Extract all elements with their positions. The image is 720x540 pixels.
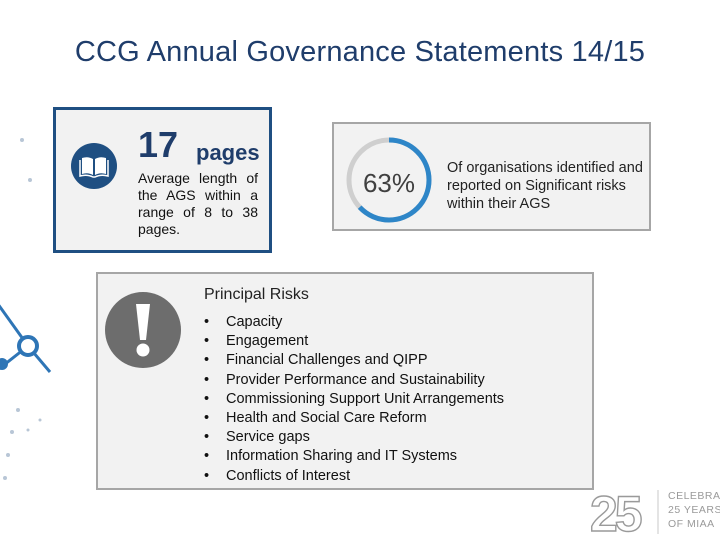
bullet: • [204,429,210,446]
bullet: • [204,410,210,427]
pages-description: Average length of the AGS within a range… [138,170,258,237]
percent-value: 63% [362,168,416,198]
risk-item: • Commissioning Support Unit Arrangements [204,390,504,409]
risk-item: • Health and Social Care Reform [204,409,504,428]
book-icon [71,143,117,189]
risk-item: • Financial Challenges and QIPP [204,351,504,370]
pages-unit: pages [196,140,260,165]
percent-description: Of organisations identified and reported… [447,160,643,212]
risk-text: Provider Performance and Sustainability [226,371,485,388]
bullet: • [204,314,210,330]
bullet: • [204,352,210,369]
risk-text: Capacity [226,314,283,330]
pages-number: 17 [138,124,179,165]
pages-stat-card: 17 pages Average length of the AGS withi… [53,107,272,253]
principal-risks-card: Principal Risks • Capacity • Engagement • Fin… [96,272,594,490]
logo-line-1: CELEBRATING [668,490,720,502]
risk-text: Conflicts of Interest [226,467,351,484]
percent-donut [346,137,432,223]
logo-text: CELEBRATING 25 YEARS OF MIAA [668,489,720,531]
page-title: CCG Annual Governance Statements 14/15 [74,36,646,68]
network-decoration [0,138,52,480]
bullet: • [204,390,210,407]
logo-number: 25 [590,487,642,537]
exclamation-icon [105,292,181,368]
logo-line-3: OF MIAA [668,518,715,530]
risk-text: Health and Social Care Reform [226,410,427,427]
bullet: • [204,467,210,484]
logo-line-2: 25 YEARS [668,504,720,516]
risk-text: Information Sharing and IT Systems [226,448,458,465]
risk-item: • Information Sharing and IT Systems [204,447,504,466]
risks-heading: Principal Risks [204,286,309,303]
risk-text: Service gaps [226,429,310,446]
risk-item: • Provider Performance and Sustainability [204,371,504,390]
risk-text: Commissioning Support Unit Arrangements [226,390,505,407]
risks-list: • Capacity • Engagement • Financial Challenge… [204,313,504,486]
donut-arc [346,137,432,223]
bullet: • [204,448,210,465]
risk-item: • Capacity [204,313,504,332]
bullet: • [204,333,210,350]
risk-item: • Service gaps [204,428,504,447]
risk-item: • Conflicts of Interest [204,467,504,486]
risk-text: Engagement [226,333,309,350]
risk-item: • Engagement [204,332,504,351]
anniversary-logo: 25 [589,487,659,537]
risk-text: Financial Challenges and QIPP [226,352,428,369]
percent-stat-card: 63% Of organisations identified and repo… [332,122,651,231]
bullet: • [204,371,210,388]
